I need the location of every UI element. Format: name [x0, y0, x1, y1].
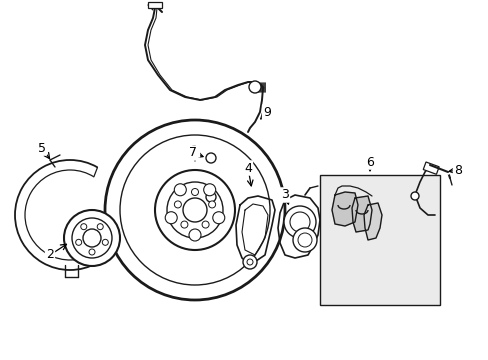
Circle shape [89, 249, 95, 255]
Circle shape [208, 201, 215, 208]
Circle shape [410, 192, 418, 200]
Circle shape [292, 228, 316, 252]
Text: 2: 2 [46, 248, 54, 261]
Circle shape [81, 224, 86, 230]
Circle shape [181, 221, 187, 228]
Circle shape [97, 224, 103, 230]
Circle shape [174, 201, 181, 208]
Text: 6: 6 [366, 156, 373, 168]
Circle shape [189, 229, 201, 241]
Polygon shape [331, 192, 357, 226]
Circle shape [183, 198, 206, 222]
Circle shape [83, 229, 101, 247]
Circle shape [246, 259, 252, 265]
Circle shape [289, 212, 309, 232]
Text: 9: 9 [263, 105, 270, 118]
Polygon shape [351, 196, 371, 232]
Circle shape [174, 184, 186, 196]
Circle shape [76, 239, 81, 245]
Circle shape [284, 206, 315, 238]
Circle shape [212, 212, 224, 224]
Bar [319, 175, 439, 305]
Text: 4: 4 [244, 162, 251, 175]
Text: 5: 5 [38, 141, 46, 154]
Text: 8: 8 [453, 163, 461, 176]
Circle shape [155, 170, 235, 250]
Circle shape [64, 210, 120, 266]
Circle shape [243, 255, 257, 269]
Text: 1: 1 [191, 144, 199, 157]
Bar [423, 162, 438, 174]
Text: 7: 7 [189, 147, 197, 159]
Circle shape [205, 153, 216, 163]
Circle shape [102, 239, 108, 245]
Circle shape [248, 81, 261, 93]
Polygon shape [363, 203, 381, 240]
Circle shape [167, 182, 223, 238]
Circle shape [105, 120, 285, 300]
Circle shape [165, 212, 177, 224]
Circle shape [205, 192, 216, 202]
Circle shape [297, 233, 311, 247]
Bar [148, 2, 162, 8]
Circle shape [203, 184, 215, 196]
Text: 3: 3 [281, 189, 288, 202]
Circle shape [191, 189, 198, 195]
Circle shape [202, 221, 209, 228]
